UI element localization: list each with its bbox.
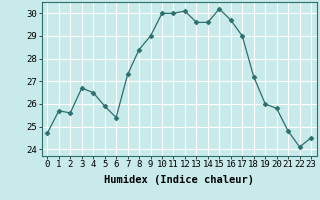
X-axis label: Humidex (Indice chaleur): Humidex (Indice chaleur) — [104, 175, 254, 185]
